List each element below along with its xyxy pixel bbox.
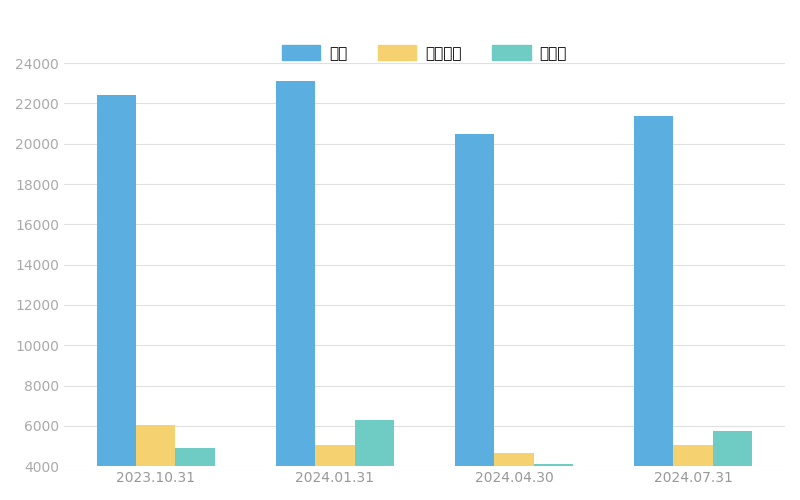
Bar — [455, 134, 494, 500]
Bar — [315, 445, 354, 500]
Bar — [97, 96, 136, 500]
Bar — [534, 464, 573, 500]
Bar — [713, 431, 752, 500]
Bar — [674, 445, 713, 500]
Bar — [354, 420, 394, 500]
Bar — [634, 116, 674, 500]
Bar — [175, 448, 215, 500]
Bar — [494, 453, 534, 500]
Bar — [136, 425, 175, 500]
Bar — [276, 82, 315, 500]
Legend: 매출, 영업이익, 순이익: 매출, 영업이익, 순이익 — [276, 38, 574, 67]
